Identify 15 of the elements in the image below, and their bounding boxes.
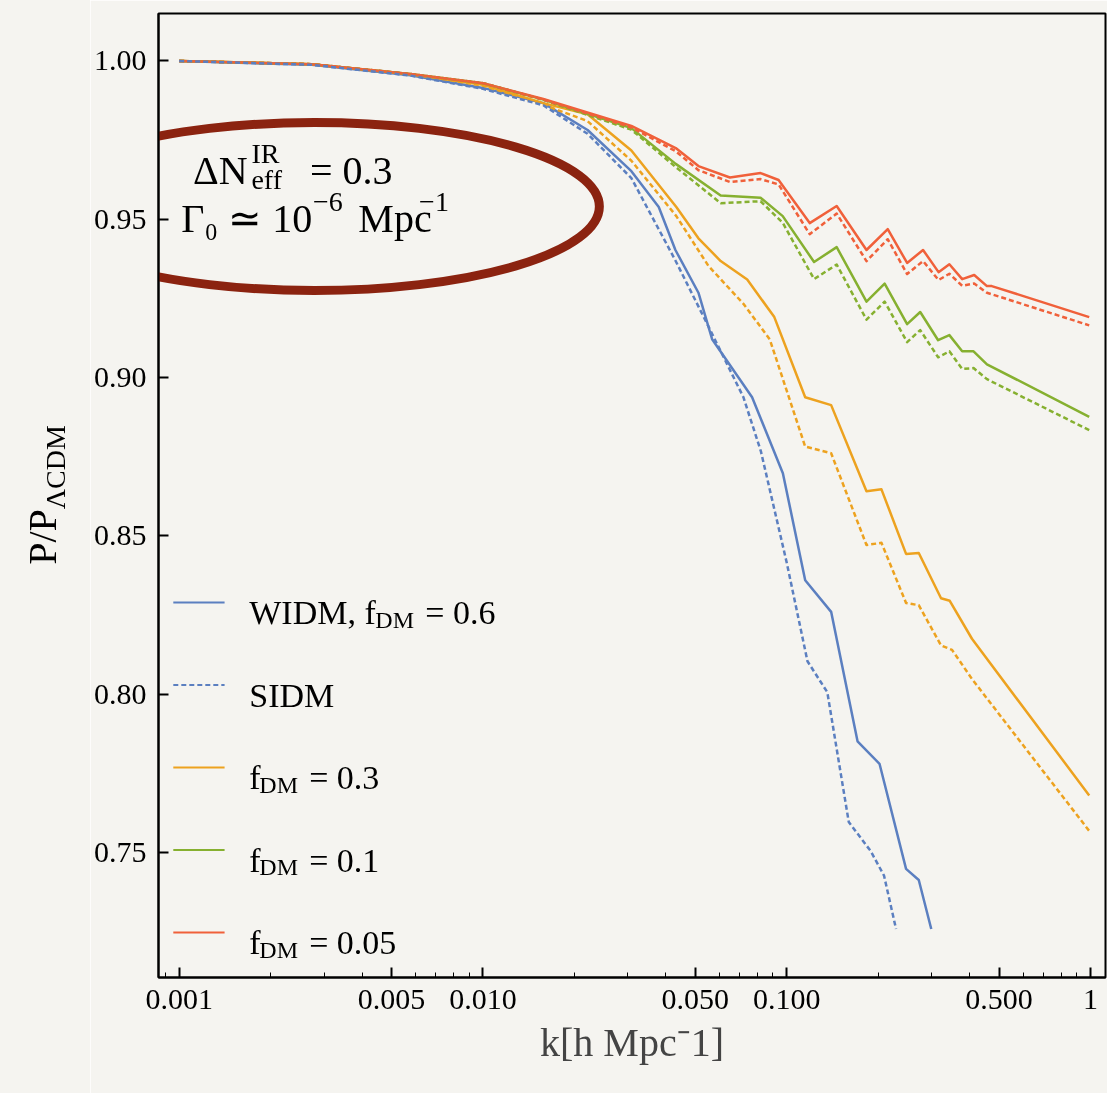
legend-label: SIDM — [249, 676, 335, 714]
y-tick-label: 0.90 — [94, 360, 147, 394]
x-axis-title: k[h Mpc⁻1] — [540, 1019, 724, 1065]
x-tick-label: 0.005 — [357, 981, 426, 1015]
y-tick-label: 0.80 — [94, 676, 147, 710]
y-tick-label: 0.95 — [94, 201, 147, 235]
y-tick-label: 0.85 — [94, 518, 147, 552]
x-tick-label: 1 — [1083, 981, 1099, 1015]
y-tick-label: 1.00 — [94, 43, 147, 77]
x-tick-label: 0.100 — [753, 981, 821, 1015]
x-tick-label: 0.050 — [661, 981, 730, 1015]
x-tick-label: 0.500 — [965, 981, 1033, 1015]
x-tick-label: 0.010 — [449, 981, 517, 1015]
y-tick-label: 0.75 — [94, 834, 147, 868]
x-tick-label: 0.001 — [145, 981, 213, 1015]
